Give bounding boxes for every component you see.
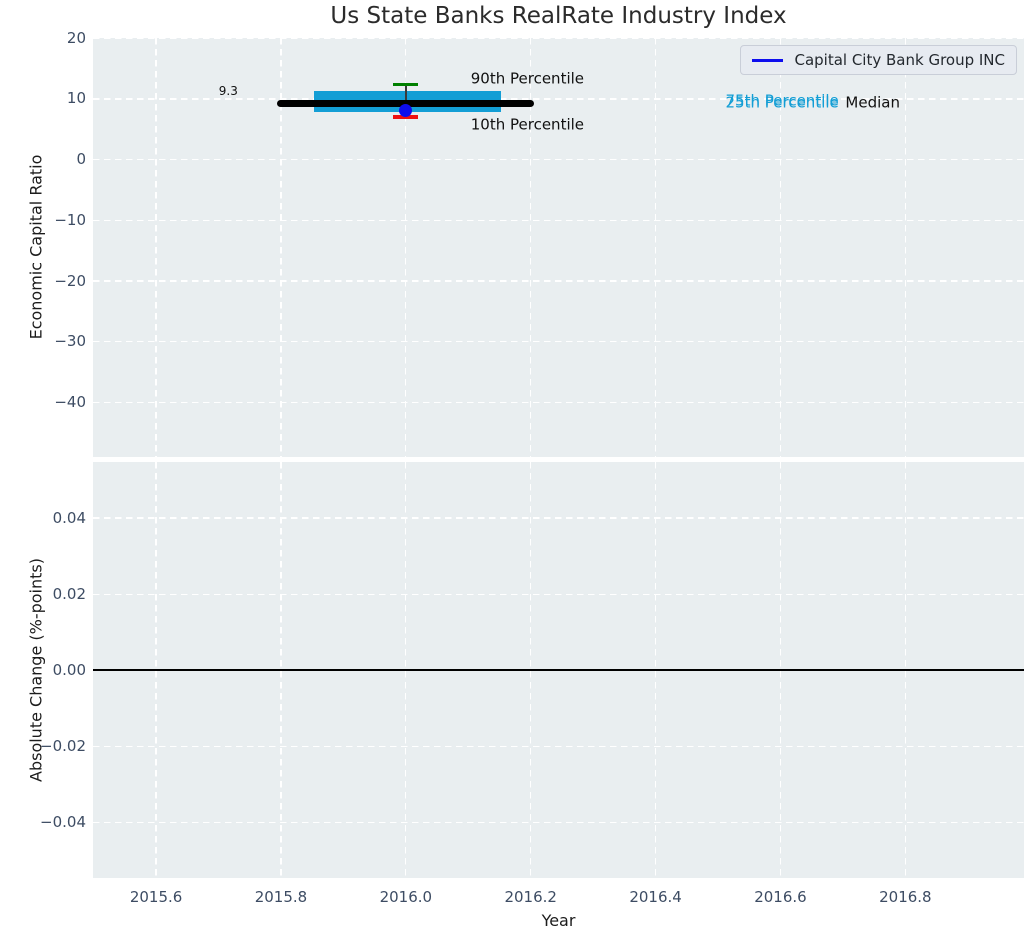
- gridline-h: [93, 341, 1024, 343]
- y-tick-label: −0.02: [40, 737, 86, 756]
- legend: Capital City Bank Group INC: [740, 45, 1017, 75]
- chart-title: Us State Banks RealRate Industry Index: [330, 3, 787, 29]
- gridline-h: [93, 98, 1024, 100]
- y-tick-label: 0.00: [52, 660, 86, 679]
- x-tick-label: 2016.8: [879, 888, 932, 906]
- y-tick-label: −10: [54, 210, 86, 229]
- annotation-9-3: 9.3: [218, 84, 238, 99]
- y-tick-label: 0.02: [52, 584, 86, 603]
- gridline-h: [93, 280, 1024, 282]
- gridline-v: [405, 38, 407, 457]
- x-tick-label: 2016.2: [504, 888, 557, 906]
- annotation-median: Median: [845, 93, 900, 112]
- zero-line: [93, 669, 1024, 672]
- gridline-v: [904, 38, 906, 457]
- top-axes: Capital City Bank Group INC: [93, 37, 1024, 457]
- y-tick-label: −30: [54, 332, 86, 351]
- gridline-v: [530, 38, 532, 457]
- x-tick-label: 2015.8: [254, 888, 308, 906]
- x-tick-label: 2016.0: [379, 888, 433, 906]
- legend-line-swatch: [752, 58, 784, 62]
- y-tick-label: −20: [54, 271, 86, 290]
- x-tick-label: 2015.6: [129, 888, 183, 906]
- gridline-h: [93, 37, 1024, 39]
- y-tick-label: −40: [54, 392, 86, 411]
- gridline-h: [93, 517, 1024, 519]
- y-tick-label: 0.04: [52, 508, 86, 527]
- gridline-v: [779, 38, 782, 457]
- annotation-75th-percentile: 75th Percentile: [725, 91, 839, 110]
- gridline-v: [654, 38, 657, 457]
- x-tick-label: 2016.6: [754, 888, 807, 906]
- y-tick-label: 0: [76, 150, 86, 169]
- legend-label: Capital City Bank Group INC: [794, 51, 1005, 69]
- y-tick-label: 10: [66, 89, 86, 108]
- gridline-v: [155, 38, 157, 457]
- gridline-h: [93, 159, 1024, 161]
- x-axis-label: Year: [541, 911, 576, 930]
- p90-cap: [393, 82, 419, 87]
- x-tick-label: 2016.4: [629, 888, 682, 906]
- company-point: [399, 104, 413, 117]
- gridline-v: [280, 38, 282, 457]
- gridline-h: [93, 822, 1024, 824]
- gridline-h: [93, 401, 1024, 404]
- gridline-h: [93, 593, 1024, 595]
- y-axis-label-top: Economic Capital Ratio: [26, 154, 46, 340]
- annotation-90th-percentile: 90th Percentile: [470, 69, 585, 88]
- gridline-h: [93, 745, 1024, 748]
- y-tick-label: −0.04: [40, 813, 86, 832]
- p10-cap: [393, 115, 419, 119]
- gridline-h: [93, 219, 1024, 221]
- annotation-25th-percentile: 25th Percentile: [725, 93, 839, 112]
- bottom-axes: [93, 462, 1024, 878]
- y-tick-label: 20: [66, 28, 86, 47]
- annotation-10th-percentile: 10th Percentile: [470, 115, 585, 134]
- median-line: [277, 99, 535, 107]
